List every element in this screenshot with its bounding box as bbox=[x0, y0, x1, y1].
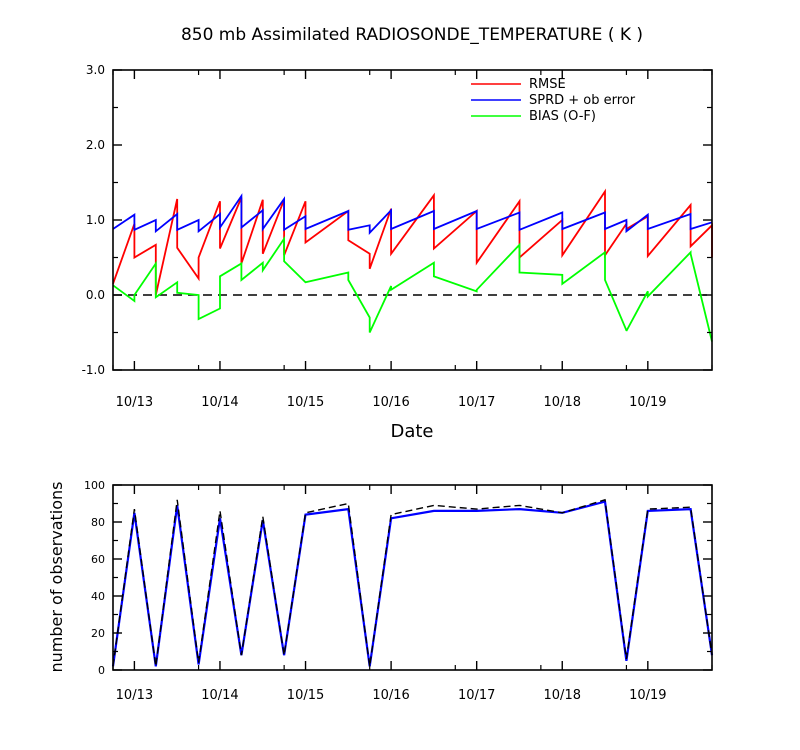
bottom-chart-x-tick-label: 10/18 bbox=[544, 688, 581, 703]
top-chart-series-rmse bbox=[112, 188, 713, 296]
bottom-chart-x-tick-label: 10/19 bbox=[629, 688, 666, 703]
top-chart-x-axis-label: Date bbox=[390, 421, 433, 442]
bottom-chart-x-tick-label: 10/15 bbox=[287, 688, 324, 703]
bottom-chart-y-tick-label: 80 bbox=[91, 516, 105, 529]
top-chart-series-sprd-ob-error bbox=[112, 193, 713, 236]
top-chart-series-bias-o-f bbox=[112, 235, 713, 342]
top-chart-title: 850 mb Assimilated RADIOSONDE_TEMPERATUR… bbox=[181, 25, 643, 45]
bottom-chart-plot-area: 10/13 10/14 10/15 10/16 10/17 10/18 10/19 0 20 40… bbox=[84, 479, 714, 703]
bottom-chart-x-tick-label: 10/17 bbox=[458, 688, 495, 703]
top-chart-plot-area: 10/13 10/14 10/15 10/16 10/17 10/18 10/19 -1.0 0… bbox=[82, 63, 713, 410]
bottom-chart-frame bbox=[112, 484, 713, 671]
bottom-chart-x-tick-label: 10/13 bbox=[116, 688, 153, 703]
bottom-chart-x-tick-label: 10/16 bbox=[372, 688, 409, 703]
top-chart-x-tick-label: 10/19 bbox=[629, 395, 666, 410]
bottom-chart-y-tick-label: 40 bbox=[91, 590, 105, 603]
top-chart-x-tick-label: 10/15 bbox=[287, 395, 324, 410]
bottom-chart-y-tick-label: 20 bbox=[91, 627, 105, 640]
bottom-chart-series-possible bbox=[112, 498, 713, 667]
bottom-chart-y-tick-label: 60 bbox=[91, 553, 105, 566]
top-chart-y-tick-label: 3.0 bbox=[86, 63, 105, 77]
top-chart-legend-label: RMSE bbox=[529, 77, 566, 92]
top-chart-x-tick-label: 10/14 bbox=[201, 395, 238, 410]
bottom-chart-x-tick-label: 10/14 bbox=[201, 688, 238, 703]
top-chart-x-tick-label: 10/16 bbox=[372, 395, 409, 410]
top-chart-frame bbox=[112, 69, 713, 371]
bottom-chart-series-assimilated bbox=[111, 500, 714, 667]
bottom-chart-y-axis-label: number of observations bbox=[47, 482, 66, 673]
top-chart-x-tick-label: 10/13 bbox=[116, 395, 153, 410]
top-chart-y-tick-label: 1.0 bbox=[86, 213, 105, 227]
top-chart-y-tick-label: 2.0 bbox=[86, 138, 105, 152]
bottom-chart-y-tick-label: 0 bbox=[98, 664, 105, 677]
top-chart-x-tick-label: 10/17 bbox=[458, 395, 495, 410]
top-chart-legend-label: SPRD + ob error bbox=[529, 93, 636, 108]
top-chart-y-tick-label: -1.0 bbox=[82, 363, 105, 377]
top-chart-y-tick-label: 0.0 bbox=[86, 288, 105, 302]
top-chart-legend-label: BIAS (O-F) bbox=[529, 109, 596, 124]
top-chart-x-tick-label: 10/18 bbox=[544, 395, 581, 410]
bottom-chart-y-tick-label: 100 bbox=[84, 479, 105, 492]
